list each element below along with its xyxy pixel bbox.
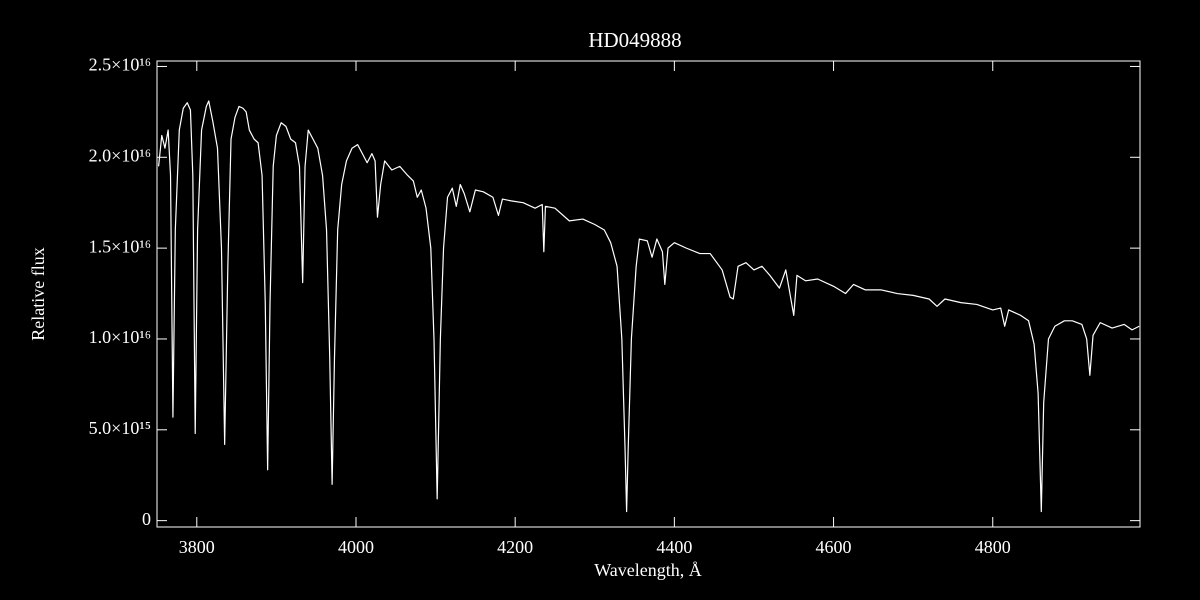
x-tick-label: 4400	[656, 537, 692, 557]
y-tick-label: 1.5×10¹⁶	[89, 236, 151, 256]
y-axis-label: Relative flux	[28, 247, 48, 340]
y-tick-label: 0	[142, 509, 151, 529]
x-tick-label: 3800	[179, 537, 215, 557]
y-tick-label: 1.0×10¹⁶	[89, 327, 151, 347]
x-axis-label: Wavelength, Å	[594, 560, 702, 580]
x-tick-label: 4000	[338, 537, 374, 557]
y-tick-label: 5.0×10¹⁵	[89, 418, 151, 438]
x-tick-label: 4200	[497, 537, 533, 557]
x-tick-label: 4800	[975, 537, 1011, 557]
chart-title: HD049888	[588, 28, 681, 52]
y-tick-label: 2.5×10¹⁶	[89, 55, 151, 75]
plot-frame	[156, 60, 1141, 528]
x-tick-label: 4600	[816, 537, 852, 557]
y-tick-label: 2.0×10¹⁶	[89, 145, 151, 165]
spectrum-line	[157, 100, 1140, 513]
